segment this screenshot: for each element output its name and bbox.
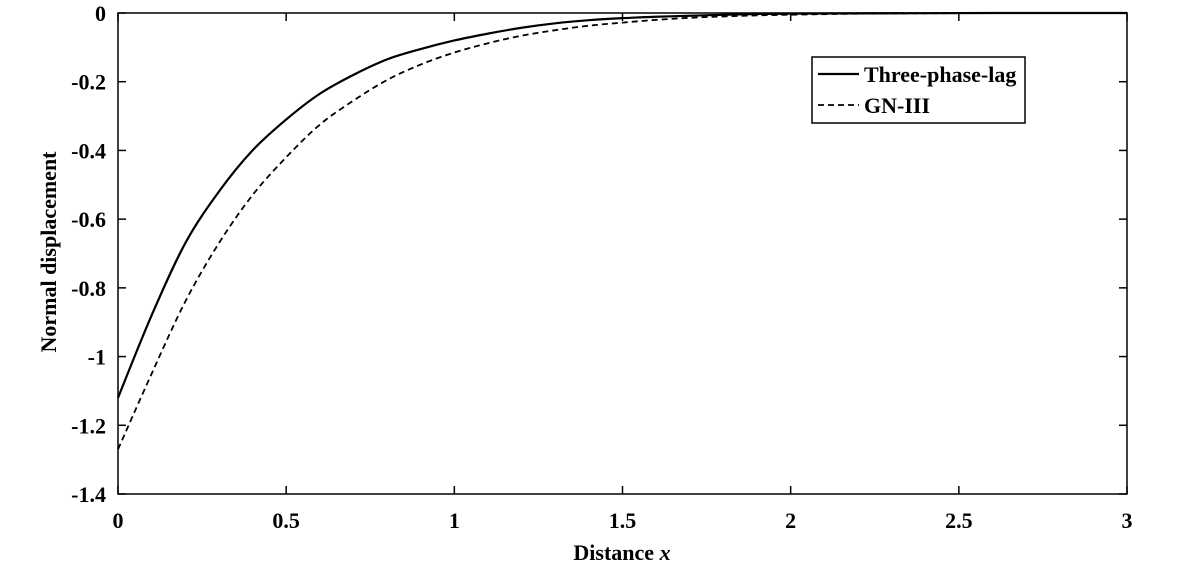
x-axis-label: Distance x: [573, 540, 670, 565]
y-axis: 0 -0.2 -0.4 -0.6 -0.8 -1 -1.2 -1.4: [71, 1, 1127, 507]
x-axis: 0 0.5 1 1.5 2 2.5 3: [113, 13, 1133, 533]
x-tick-label: 3: [1122, 508, 1133, 533]
x-tick-label: 2.5: [945, 508, 973, 533]
y-tick-label: -0.2: [71, 70, 106, 95]
legend: Three-phase-lag GN-III: [811, 56, 1026, 124]
y-tick-label: -1.2: [71, 413, 106, 438]
y-axis-label: Normal displacement: [36, 151, 61, 353]
series-line-three-phase-lag: [116, 11, 1127, 399]
x-tick-label: 0.5: [272, 508, 300, 533]
x-tick-label: 1: [449, 508, 460, 533]
x-tick-label: 1.5: [609, 508, 637, 533]
y-tick-label: -0.8: [71, 276, 106, 301]
x-tick-label: 2: [785, 508, 796, 533]
y-tick-label: -0.4: [71, 138, 106, 163]
legend-label-gn-iii: GN-III: [864, 93, 930, 118]
y-tick-label: -1.4: [71, 482, 106, 507]
x-tick-label: 0: [113, 508, 124, 533]
series-layer: [116, 11, 1127, 450]
y-tick-label: 0: [95, 1, 106, 26]
x-axis-label-var: x: [659, 540, 671, 565]
x-axis-label-text: Distance: [573, 540, 659, 565]
y-tick-label: -0.6: [71, 207, 106, 232]
legend-box: [811, 56, 1026, 124]
y-tick-label: -1: [88, 345, 106, 370]
legend-label-three-phase-lag: Three-phase-lag: [864, 62, 1016, 87]
